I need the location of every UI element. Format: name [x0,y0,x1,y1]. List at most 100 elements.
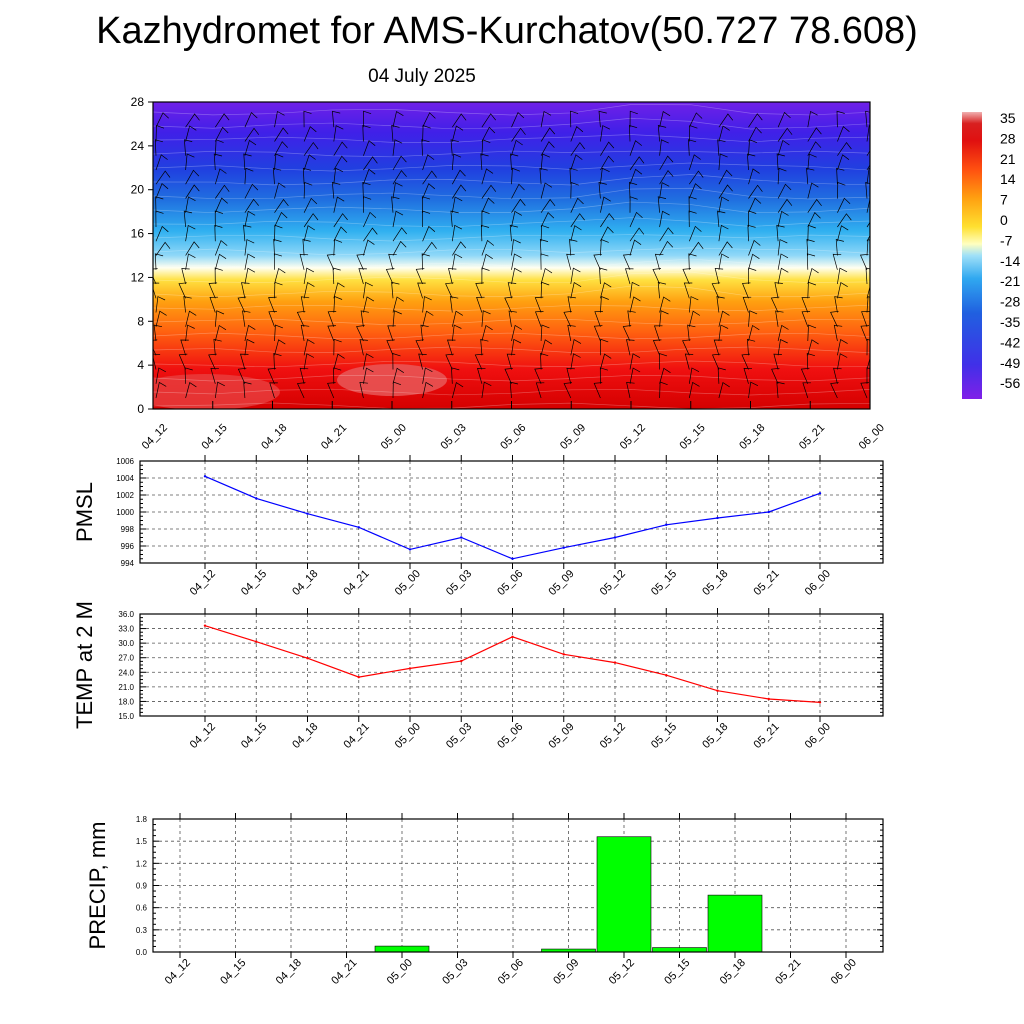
wind-barb [600,226,614,242]
wind-barb [837,267,848,285]
wind-barb [185,113,200,128]
wind-barb [451,382,464,399]
wind-barb [481,253,493,270]
wind-barb [243,381,252,399]
wind-barb [415,268,425,285]
wind-barb [481,126,496,142]
wind-barb [652,268,662,285]
wind-barb [600,196,611,213]
wind-barb [600,338,609,356]
wind-barb [244,167,254,185]
wind-barb [333,367,342,384]
wind-barb [451,125,464,142]
pmsl-point [460,536,463,539]
wind-barb [866,338,870,356]
wind-barb [600,141,615,156]
wind-barb [748,184,763,199]
wind-barb [659,182,670,199]
wind-barb [540,212,555,228]
wind-barb [688,367,700,384]
wind-barb [153,353,161,370]
heatmap-y-tick-label: 8 [137,314,144,328]
wind-barb [244,183,259,199]
temp-point [306,657,309,660]
wind-barb [540,198,556,213]
wind-barb [178,282,187,299]
wind-barb [185,253,196,270]
wind-barb [837,182,846,199]
wind-barb [566,253,575,270]
wind-barb [837,126,850,142]
wind-barb [511,183,525,199]
precip-bar [596,836,652,953]
wind-barb [598,110,607,128]
wind-barb [807,339,819,356]
wind-barb [422,241,437,256]
wind-barb [837,282,848,299]
wind-barb [837,225,849,242]
wind-barb [155,310,167,327]
wind-barb [748,310,758,327]
heatmap-x-tick-label: 05_21 [797,422,827,452]
wind-barb [563,382,573,399]
wind-barb [866,197,870,213]
wind-barb [540,141,555,156]
wind-barb [540,324,550,342]
wind-barb [476,296,485,313]
wind-barb [155,367,166,384]
wind-barb [718,125,730,142]
wind-barb [688,139,697,156]
colorbar-label: -35 [1000,314,1020,330]
wind-barb [866,367,870,384]
wind-barb [511,239,521,256]
wind-barb [422,296,432,313]
wind-barb [566,367,575,384]
x-tick-label: 05_09 [547,721,577,751]
wind-barb [244,267,256,285]
wind-barb [208,353,217,370]
wind-barb [155,381,167,399]
temp-point [818,701,822,704]
wind-barb [777,111,791,128]
wind-barb [600,213,615,228]
wind-barb [511,198,526,213]
wind-barb [244,338,255,356]
wind-barb [801,296,811,313]
heatmap-x-tick-label: 05_09 [558,422,588,452]
wind-barb [504,367,513,384]
wind-barb [296,310,306,327]
wind-barb [748,168,760,185]
wind-barb [659,240,674,256]
wind-barb [181,268,190,285]
wind-barb [268,296,277,313]
wind-barb [215,184,230,199]
y-tick-label: 21.0 [118,683,134,692]
wind-barb [509,381,519,399]
wind-barb [747,153,756,171]
isotherm-line [153,360,870,368]
x-tick-label: 05_06 [495,568,525,598]
x-tick-label: 05_18 [700,721,730,751]
wind-barb [360,310,369,327]
wind-barb [153,339,158,356]
colorbar-label: 28 [1000,130,1016,146]
wind-barb [511,167,521,185]
wind-barb [687,324,696,342]
wind-barb [716,296,725,313]
wind-barb [215,113,230,128]
wind-barb [417,282,426,299]
x-tick-label: 04_21 [342,568,372,598]
wind-barb [155,225,169,242]
heatmap-y-tick-label: 12 [131,270,145,284]
wind-barb [274,110,285,128]
x-tick-label: 05_21 [752,721,782,751]
wind-barb [214,197,228,213]
wind-barb [391,281,400,299]
panel-y-label: TEMP at 2 M [72,601,97,729]
wind-barb [563,310,572,327]
wind-barb [540,182,553,199]
wind-barb [421,196,431,213]
colorbar-label: -14 [1000,253,1020,269]
wind-barb [153,268,158,285]
wind-barb [392,170,407,185]
